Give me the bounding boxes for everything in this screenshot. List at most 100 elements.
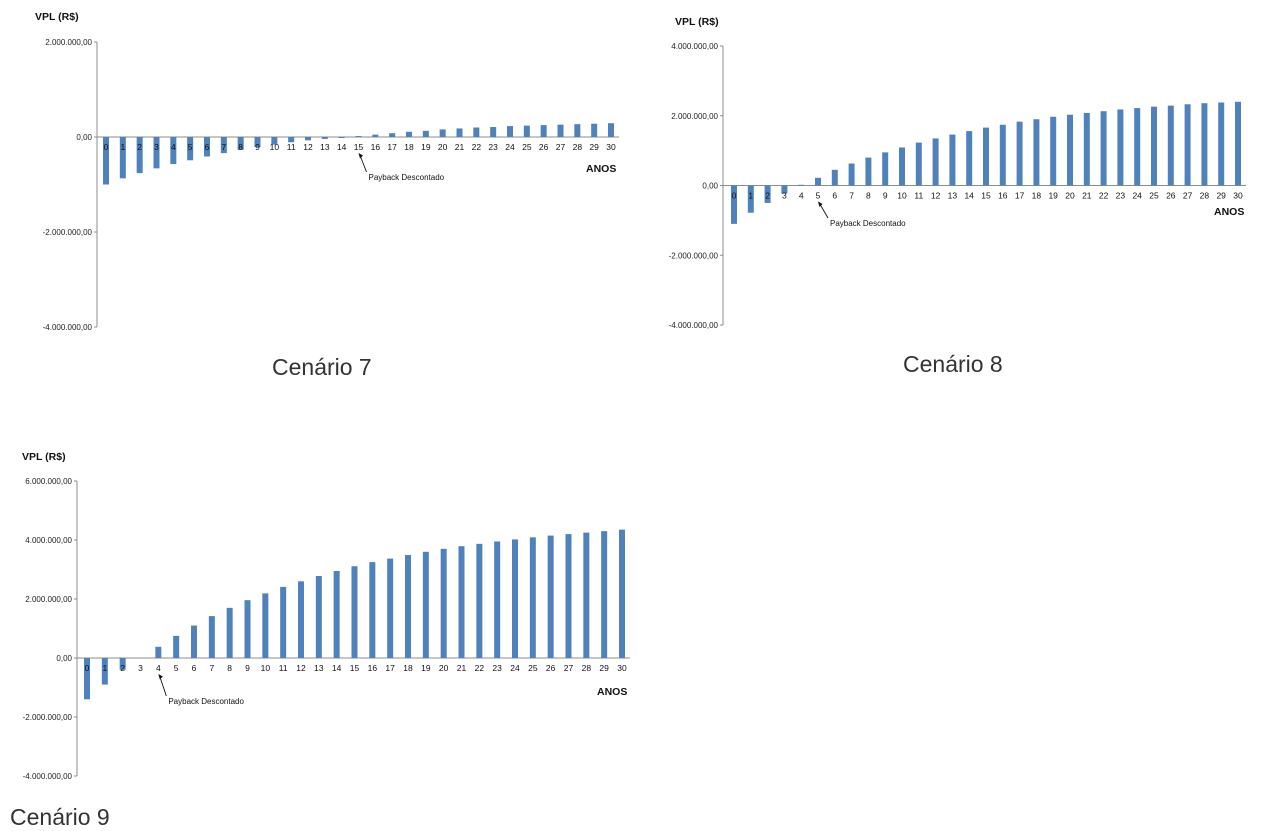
bar-21	[1083, 112, 1090, 186]
bar-17	[387, 558, 394, 658]
x-tick-label: 10	[270, 142, 280, 152]
x-tick-label: 14	[964, 191, 974, 201]
x-tick-label: 19	[421, 142, 431, 152]
x-tick-label: 4	[156, 663, 161, 673]
x-tick-label: 3	[154, 142, 159, 152]
x-tick-label: 19	[421, 663, 431, 673]
bar-28	[1201, 103, 1208, 186]
x-tick-label: 21	[455, 142, 465, 152]
x-tick-label: 0	[104, 142, 109, 152]
bar-26	[1167, 105, 1174, 186]
bar-8	[237, 137, 244, 150]
x-tick-label: 20	[438, 142, 448, 152]
x-tick-label: 7	[209, 663, 214, 673]
x-tick-label: 30	[1233, 191, 1243, 201]
bar-10	[899, 147, 905, 186]
x-tick-label: 26	[546, 663, 556, 673]
x-tick-label: 9	[245, 663, 250, 673]
x-tick-label: 30	[606, 142, 616, 152]
bar-1	[747, 185, 754, 213]
bar-16	[999, 124, 1006, 186]
x-tick-label: 27	[556, 142, 566, 152]
x-tick-label: 15	[350, 663, 360, 673]
annotation-label: Payback Descontado	[369, 173, 445, 182]
x-tick-label: 24	[510, 663, 520, 673]
caption-cenario-9: Cenário 9	[10, 804, 110, 830]
bar-30	[608, 123, 614, 137]
chart-cenario-8: VPL (R$) 4.000.000,00 2.000.000,00 0,00 -2.0…	[630, 0, 1261, 345]
bar-27	[557, 124, 564, 137]
bar-18	[406, 131, 412, 137]
y-tick-label: -2.000.000,00	[23, 713, 73, 722]
bar-8	[865, 157, 872, 186]
bar-4	[170, 137, 177, 165]
x-tick-label: 23	[488, 142, 498, 152]
y-tick-label: -4.000.000,00	[43, 323, 93, 332]
x-tick-label: 18	[403, 663, 413, 673]
x-tick-label: 0	[85, 663, 90, 673]
bar-26	[540, 125, 547, 137]
y-tick-label: -2.000.000,00	[43, 228, 93, 237]
chart-cenario-8-svg: VPL (R$) 4.000.000,00 2.000.000,00 0,00 -2.0…	[669, 16, 1246, 330]
bar-17	[1016, 121, 1023, 186]
bar-0	[103, 137, 109, 185]
caption-cenario-7: Cenário 7	[272, 354, 372, 380]
bar-19	[1050, 116, 1057, 186]
bar-6	[831, 169, 838, 186]
x-tick-label: 6	[192, 663, 197, 673]
bar-16	[369, 562, 376, 658]
x-tick-label: 21	[1082, 191, 1092, 201]
bar-29	[601, 531, 608, 658]
y-tick-label: 2.000.000,00	[45, 38, 92, 47]
x-tick-label: 27	[564, 663, 574, 673]
y-axis-label: VPL (R$)	[22, 451, 66, 463]
x-tick-label: 14	[337, 142, 347, 152]
bar-22	[476, 543, 483, 658]
bar-7	[848, 163, 855, 186]
bar-6	[204, 137, 210, 157]
y-tick-label: 4.000.000,00	[671, 42, 718, 51]
bar-25	[529, 537, 536, 658]
bar-7	[220, 137, 227, 154]
x-tick-label: 13	[948, 191, 958, 201]
x-tick-label: 16	[368, 663, 378, 673]
bar-4	[155, 646, 162, 658]
x-tick-label: 29	[589, 142, 599, 152]
bar-3	[153, 137, 160, 169]
caption-cenario-8: Cenário 8	[903, 351, 1003, 377]
x-tick-label: 6	[832, 191, 837, 201]
x-tick-label: 28	[1200, 191, 1210, 201]
bar-1	[119, 137, 126, 179]
x-tick-label: 1	[120, 142, 125, 152]
y-axis-label: VPL (R$)	[35, 11, 79, 23]
bar-23	[490, 127, 497, 137]
bar-25	[523, 125, 530, 137]
bar-30	[619, 529, 625, 658]
x-tick-label: 5	[816, 191, 821, 201]
x-tick-label: 30	[617, 663, 627, 673]
bar-12	[298, 581, 304, 658]
bar-22	[473, 127, 480, 137]
x-tick-label: 4	[799, 191, 804, 201]
bar-24	[512, 539, 518, 658]
x-tick-label: 9	[883, 191, 888, 201]
x-tick-label: 1	[748, 191, 753, 201]
bar-7	[208, 616, 215, 658]
bar-27	[1184, 104, 1191, 186]
x-tick-label: 18	[404, 142, 414, 152]
x-tick-label: 26	[539, 142, 549, 152]
y-tick-label: -2.000.000,00	[669, 251, 719, 260]
x-tick-label: 8	[866, 191, 871, 201]
chart-cenario-9: VPL (R$) 6.000.000,00 4.000.000,00 2.000.00…	[0, 440, 645, 790]
bar-4	[798, 184, 805, 186]
annotation-arrowhead	[158, 674, 163, 680]
bar-0	[84, 658, 90, 700]
bar-25	[1151, 106, 1157, 186]
bar-2	[764, 185, 771, 203]
x-tick-label: 8	[238, 142, 243, 152]
bar-23	[1117, 109, 1124, 186]
x-axis-label: ANOS	[597, 686, 627, 698]
x-tick-label: 28	[573, 142, 583, 152]
bar-20	[440, 548, 447, 658]
bar-13	[315, 575, 322, 658]
